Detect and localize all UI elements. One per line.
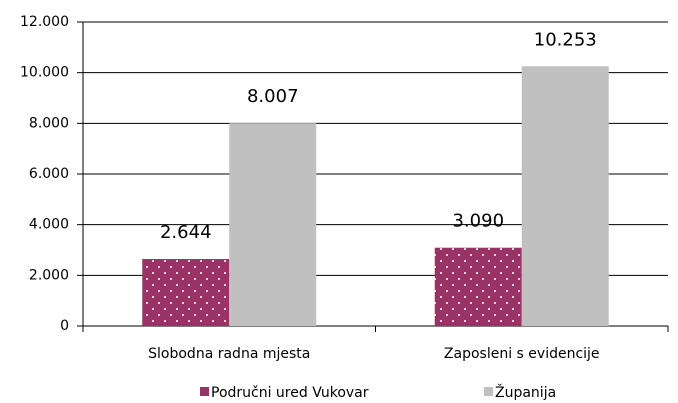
y-tick-label: 12.000	[20, 14, 69, 30]
data-label: 3.090	[452, 211, 504, 232]
legend-swatch	[200, 387, 209, 396]
x-tick-label: Zaposleni s evidencije	[444, 346, 600, 362]
x-tick-label: Slobodna radna mjesta	[148, 346, 310, 362]
bar	[142, 259, 230, 326]
y-tick-label: 6.000	[29, 166, 69, 182]
legend-label: Županija	[495, 383, 556, 401]
y-tick-label: 4.000	[29, 217, 69, 233]
y-tick-label: 10.000	[20, 65, 69, 81]
bar	[229, 123, 317, 326]
y-tick-label: 0	[60, 318, 69, 334]
bar	[521, 66, 609, 327]
data-label: 8.007	[247, 86, 299, 107]
bar	[434, 247, 522, 326]
legend-swatch	[484, 387, 493, 396]
y-tick-label: 2.000	[29, 267, 69, 283]
legend-label: Područni ured Vukovar	[211, 385, 369, 401]
y-tick-label: 8.000	[29, 115, 69, 131]
data-label: 10.253	[534, 29, 597, 50]
data-label: 2.644	[160, 222, 212, 243]
